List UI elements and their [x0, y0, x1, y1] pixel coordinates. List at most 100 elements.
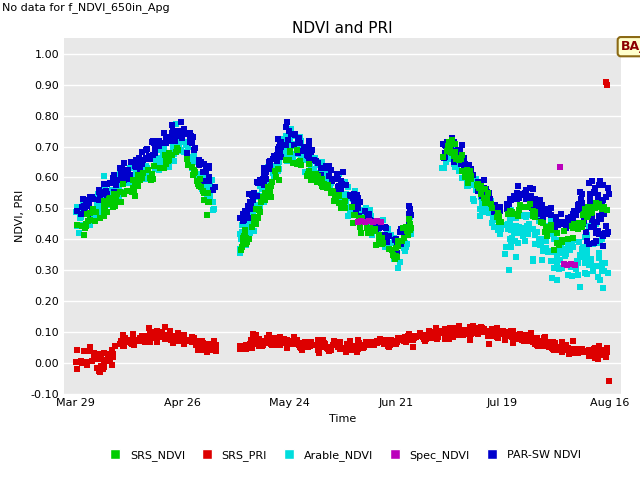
SRS_NDVI: [317, 183, 328, 191]
Arable_NDVI: [360, 216, 370, 224]
PAR-SW NDVI: [485, 195, 495, 203]
SRS_PRI: [294, 341, 304, 349]
Arable_NDVI: [322, 171, 332, 179]
PAR-SW NDVI: [383, 232, 394, 240]
Arable_NDVI: [580, 270, 590, 277]
PAR-SW NDVI: [185, 135, 195, 143]
Arable_NDVI: [263, 185, 273, 193]
SRS_NDVI: [99, 203, 109, 210]
Arable_NDVI: [474, 187, 484, 194]
SRS_NDVI: [540, 228, 550, 236]
PAR-SW NDVI: [238, 217, 248, 225]
SRS_NDVI: [465, 176, 476, 183]
SRS_PRI: [554, 343, 564, 351]
SRS_PRI: [519, 337, 529, 345]
SRS_PRI: [292, 339, 303, 347]
Arable_NDVI: [597, 261, 607, 268]
SRS_PRI: [541, 341, 551, 348]
SRS_PRI: [502, 332, 513, 339]
SRS_NDVI: [155, 164, 165, 172]
Arable_NDVI: [243, 203, 253, 211]
Arable_NDVI: [305, 150, 316, 158]
SRS_NDVI: [285, 148, 295, 156]
SRS_NDVI: [189, 169, 199, 177]
PAR-SW NDVI: [265, 161, 275, 168]
SRS_PRI: [472, 329, 482, 336]
SRS_NDVI: [402, 228, 412, 235]
SRS_PRI: [593, 347, 603, 354]
Arable_NDVI: [345, 204, 355, 212]
SRS_NDVI: [163, 157, 173, 165]
PAR-SW NDVI: [396, 225, 406, 233]
Arable_NDVI: [549, 264, 559, 272]
SRS_NDVI: [88, 205, 98, 213]
SRS_PRI: [544, 342, 554, 349]
SRS_PRI: [573, 349, 583, 357]
Arable_NDVI: [399, 240, 410, 248]
PAR-SW NDVI: [375, 222, 385, 230]
SRS_NDVI: [188, 171, 198, 179]
Arable_NDVI: [78, 209, 88, 217]
PAR-SW NDVI: [169, 128, 179, 135]
SRS_PRI: [585, 346, 595, 354]
SRS_PRI: [409, 335, 419, 342]
Arable_NDVI: [582, 254, 592, 262]
Arable_NDVI: [152, 166, 162, 173]
SRS_NDVI: [398, 225, 408, 232]
SRS_NDVI: [467, 172, 477, 180]
Arable_NDVI: [532, 213, 542, 221]
Arable_NDVI: [295, 132, 305, 140]
Arable_NDVI: [197, 173, 207, 181]
SRS_NDVI: [161, 160, 171, 168]
PAR-SW NDVI: [185, 130, 195, 137]
Arable_NDVI: [454, 156, 465, 164]
SRS_NDVI: [457, 151, 467, 158]
SRS_NDVI: [461, 167, 472, 175]
Arable_NDVI: [488, 212, 498, 220]
Arable_NDVI: [131, 167, 141, 174]
SRS_NDVI: [105, 194, 115, 202]
Arable_NDVI: [440, 149, 451, 157]
PAR-SW NDVI: [354, 212, 364, 220]
SRS_NDVI: [573, 225, 584, 232]
Arable_NDVI: [312, 169, 323, 177]
SRS_NDVI: [449, 152, 460, 159]
Arable_NDVI: [323, 174, 333, 181]
PAR-SW NDVI: [246, 205, 256, 213]
PAR-SW NDVI: [273, 135, 284, 143]
PAR-SW NDVI: [144, 152, 154, 160]
PAR-SW NDVI: [131, 163, 141, 170]
PAR-SW NDVI: [598, 181, 608, 189]
PAR-SW NDVI: [88, 207, 98, 215]
PAR-SW NDVI: [84, 193, 95, 201]
Arable_NDVI: [193, 171, 204, 179]
Arable_NDVI: [182, 149, 192, 157]
SRS_PRI: [602, 348, 612, 356]
PAR-SW NDVI: [84, 194, 95, 202]
SRS_NDVI: [348, 219, 358, 227]
Arable_NDVI: [76, 214, 86, 221]
SRS_PRI: [591, 353, 602, 360]
SRS_NDVI: [292, 161, 302, 168]
SRS_PRI: [343, 340, 353, 348]
SRS_PRI: [601, 353, 611, 361]
PAR-SW NDVI: [283, 137, 293, 144]
SRS_PRI: [194, 338, 204, 346]
PAR-SW NDVI: [306, 148, 316, 156]
PAR-SW NDVI: [463, 162, 473, 169]
PAR-SW NDVI: [439, 154, 449, 162]
Point: [600, 229, 610, 237]
SRS_PRI: [402, 336, 412, 344]
Arable_NDVI: [295, 157, 305, 165]
SRS_PRI: [404, 330, 415, 338]
SRS_PRI: [353, 345, 363, 352]
Arable_NDVI: [280, 146, 291, 154]
PAR-SW NDVI: [337, 168, 348, 176]
Arable_NDVI: [285, 125, 296, 133]
SRS_PRI: [264, 336, 275, 344]
PAR-SW NDVI: [134, 159, 144, 167]
PAR-SW NDVI: [341, 181, 351, 189]
Point: [577, 220, 588, 228]
SRS_PRI: [402, 334, 412, 342]
SRS_NDVI: [393, 242, 403, 250]
